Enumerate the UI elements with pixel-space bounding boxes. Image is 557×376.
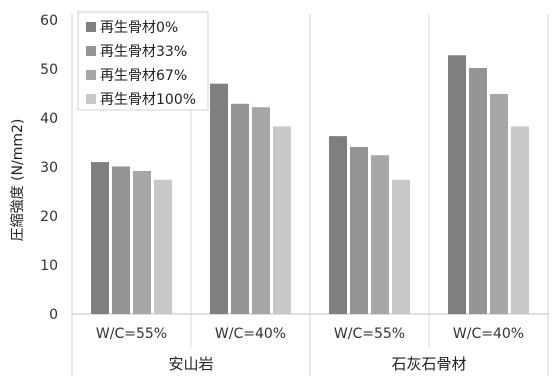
x-category-label: W/C=40% [453, 326, 524, 342]
bar [133, 170, 151, 314]
bar [392, 179, 410, 314]
bar [273, 126, 291, 314]
legend-swatch [86, 94, 96, 104]
y-tick-label: 40 [40, 111, 58, 127]
x-group-label: 石灰石骨材 [391, 355, 466, 373]
legend-label: 再生骨材100% [100, 92, 196, 108]
bar [350, 146, 368, 314]
x-category-label: W/C=55% [96, 326, 167, 342]
y-tick-label: 20 [40, 209, 58, 225]
legend-swatch [86, 46, 96, 56]
bar [448, 55, 466, 314]
bar [231, 103, 249, 314]
legend-label: 再生骨材33% [100, 44, 187, 60]
bar [112, 166, 130, 314]
bar [91, 162, 109, 314]
bar [252, 107, 270, 314]
bar [329, 136, 347, 314]
bar [371, 155, 389, 314]
bar [154, 179, 172, 314]
legend-swatch [86, 22, 96, 32]
x-category-label: W/C=40% [215, 326, 286, 342]
x-group-label: 安山岩 [168, 355, 213, 373]
y-tick-label: 30 [40, 160, 58, 176]
legend-label: 再生骨材0% [100, 20, 178, 36]
legend-swatch [86, 70, 96, 80]
y-axis-title: 圧縮強度 (N/mm2) [10, 119, 26, 242]
y-tick-label: 0 [49, 307, 58, 323]
y-tick-label: 50 [40, 62, 58, 78]
bar [469, 68, 487, 315]
bar [210, 83, 228, 314]
bar [511, 126, 529, 314]
y-tick-label: 10 [40, 258, 58, 274]
legend-label: 再生骨材67% [100, 68, 187, 84]
legend-box [77, 11, 209, 111]
x-category-label: W/C=55% [334, 326, 405, 342]
bar [490, 93, 508, 315]
y-tick-label: 60 [40, 13, 58, 29]
